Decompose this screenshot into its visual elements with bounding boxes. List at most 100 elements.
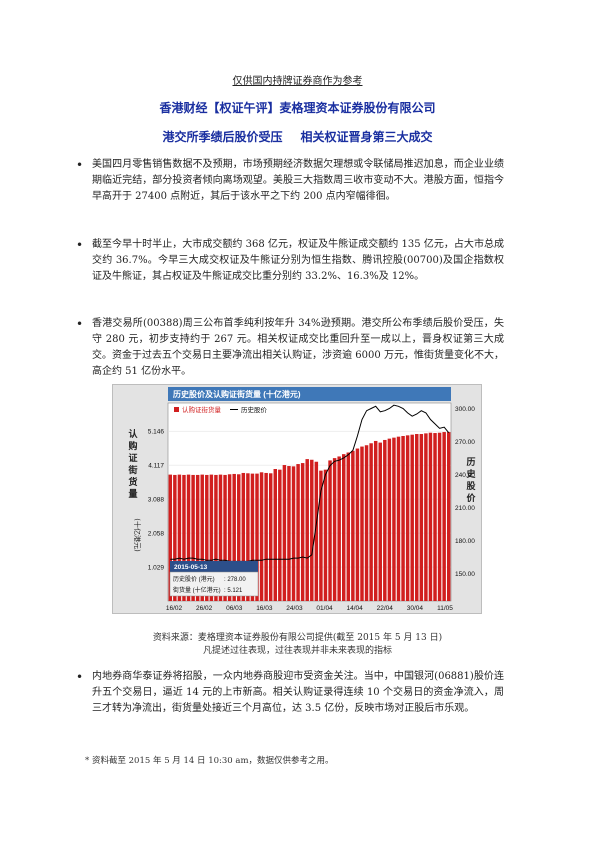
x-tick-label: 11/05: [437, 605, 453, 612]
footnote: * 资料截至 2015 年 5 月 14 日 10:30 am，数据仅供参考之用…: [85, 756, 334, 766]
bar: [305, 459, 309, 601]
tooltip-header: [170, 561, 258, 572]
bar: [205, 474, 209, 601]
left-tick-label: 3.088: [148, 497, 165, 504]
x-tick-label: 14/04: [347, 605, 364, 612]
chart-source: 资料来源：麦格理资本证券股份有限公司提供(截至 2015 年 5 月 13 日)…: [0, 632, 595, 658]
bar: [373, 440, 378, 601]
right-tick-label: 240.00: [455, 472, 475, 479]
bar: [232, 473, 236, 601]
distribution-notice: 仅供国内持牌证券商作为参考: [232, 76, 363, 87]
bar: [323, 469, 328, 601]
bar: [168, 474, 173, 601]
bar: [250, 473, 255, 601]
bar: [246, 473, 250, 601]
disclaimer-line: 凡提述过往表现，过往表现并非未来表现的指标: [202, 646, 392, 656]
tooltip-body: [169, 571, 259, 597]
chart-title: 历史股价及认购证街货量 (十亿港元): [173, 389, 301, 399]
bar: [223, 474, 227, 601]
x-tick-label: 22/04: [377, 605, 394, 612]
left-tick-label: 2.058: [148, 531, 165, 538]
bar: [355, 448, 360, 601]
legend-label: 历史股价: [241, 405, 268, 414]
x-tick-label: 30/04: [407, 605, 424, 612]
bar: [264, 472, 268, 601]
left-axis-label-char: 购: [128, 440, 137, 452]
left-tick-label: 1.029: [148, 565, 165, 572]
bar: [314, 461, 319, 601]
x-tick-label: 06/03: [226, 605, 243, 612]
tooltip-date: 2015-05-13: [174, 564, 208, 571]
right-axis-label-char: 股: [466, 481, 476, 492]
bullet-paragraph: 内地券商华泰证券将招股，一众内地券商股迎市受资金关注。当中，中国银河(06881…: [76, 669, 504, 717]
bar: [337, 456, 341, 601]
bar: [424, 433, 428, 601]
bar: [278, 469, 282, 601]
bar: [392, 437, 396, 601]
left-axis-label-char: 量: [128, 488, 137, 500]
tooltip-price-value: : 278.00: [224, 577, 246, 583]
bar: [405, 435, 410, 601]
bar: [300, 463, 305, 601]
chart-canvas: 历史股价及认购证街货量 (十亿港元) 认购证街货量 历史股价 1.029 2.058 3.…: [127, 387, 476, 612]
bar: [241, 472, 246, 601]
bar: [442, 432, 446, 601]
left-tick-label: 4.117: [148, 463, 164, 470]
x-tick-label: 16/03: [256, 605, 273, 612]
bar: [328, 460, 332, 601]
bar: [410, 434, 414, 601]
bar: [446, 432, 451, 601]
left-axis-label-char: 街: [127, 464, 137, 476]
bar: [364, 445, 369, 601]
left-axis-label-char: 货: [128, 476, 137, 488]
bar: [255, 473, 259, 601]
bullet-paragraph: 美国四月零售销售数据不及预期，市场预期经济数据欠理想或令联储局推迟加息，而企业业…: [76, 157, 504, 205]
left-axis-label-char: 证: [128, 453, 137, 464]
bar: [227, 474, 232, 601]
left-tick-label: 5.146: [148, 429, 165, 436]
bar: [195, 474, 200, 601]
bar: [296, 464, 300, 601]
headline-left: 港交所季绩后股价受压: [162, 130, 283, 144]
bar: [369, 443, 373, 601]
chart-title-bar: [168, 387, 451, 401]
bar: [387, 438, 392, 601]
legend-label: 认购证街货量: [182, 405, 222, 414]
bar: [428, 432, 433, 601]
x-tick-label: 16/02: [166, 605, 183, 612]
x-tick-label: 26/02: [196, 605, 213, 612]
right-tick-label: 180.00: [455, 538, 475, 545]
bar: [291, 466, 296, 601]
bar: [268, 473, 273, 601]
bar: [437, 432, 442, 601]
bar: [415, 434, 419, 601]
bar: [360, 446, 364, 601]
tooltip-price-label: 历史股价 (港元): [173, 575, 215, 583]
bar: [200, 474, 204, 601]
bar: [319, 470, 323, 601]
bar: [310, 459, 314, 601]
bullet-paragraph: 截至今早十时半止，大市成交额约 368 亿元，权证及牛熊证成交额约 135 亿元…: [76, 237, 504, 285]
bar: [191, 474, 195, 601]
bar: [173, 474, 177, 601]
left-axis-label-char: 认: [128, 428, 138, 440]
bar: [237, 474, 241, 601]
legend-swatch-bars: [174, 407, 179, 412]
price-line: [170, 404, 450, 562]
page-headline: 港交所季绩后股价受压 相关权证晋身第三大成交: [0, 128, 595, 145]
left-axis-unit: (十亿港元): [133, 518, 142, 552]
bar: [218, 474, 223, 601]
right-tick-label: 210.00: [455, 505, 475, 512]
right-axis-label-char: 历: [466, 457, 475, 468]
bar: [378, 442, 382, 601]
x-tick-label: 24/03: [286, 605, 303, 612]
bar: [259, 472, 264, 601]
bar: [182, 474, 186, 601]
company-title: 香港财经【权证午评】麦格理资本证券股份有限公司: [159, 101, 436, 115]
bar: [346, 452, 351, 601]
right-tick-label: 300.00: [455, 406, 475, 413]
source-line: 资料来源：麦格理资本证券股份有限公司提供(截至 2015 年 5 月 13 日): [152, 633, 443, 643]
warrant-chart: 历史股价及认购证街货量 (十亿港元) 认购证街货量 历史股价 1.029 2.058 3.…: [112, 384, 482, 614]
bar: [433, 433, 437, 601]
right-tick-label: 270.00: [455, 439, 475, 446]
